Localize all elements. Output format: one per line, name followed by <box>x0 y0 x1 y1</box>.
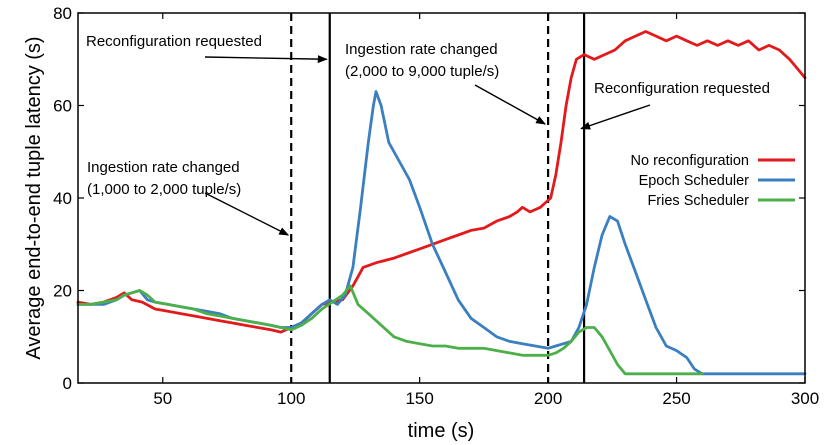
y-tick-label: 40 <box>53 189 72 208</box>
y-tick-label: 0 <box>63 374 72 393</box>
x-tick-label: 150 <box>405 389 433 408</box>
annotations: Reconfiguration requested Ingestion rate … <box>86 33 770 236</box>
y-tick-label: 80 <box>53 4 72 23</box>
legend-label: No reconfiguration <box>631 153 750 169</box>
annotation-arrow <box>580 104 651 130</box>
x-tick-label: 200 <box>534 389 562 408</box>
x-tick-label: 100 <box>277 389 305 408</box>
annotation-text: Reconfiguration requested <box>594 80 770 97</box>
annotation-text: Ingestion rate changed <box>345 41 498 58</box>
annotation-text: (1,000 to 2,000 tuple/s) <box>87 181 241 198</box>
annotation-arrow <box>204 55 328 64</box>
annotation-text: (2,000 to 9,000 tuple/s) <box>345 63 499 80</box>
annotation-arrow <box>204 192 290 236</box>
y-tick-label: 60 <box>53 97 72 116</box>
x-tick-label: 250 <box>662 389 690 408</box>
series-line <box>76 284 704 376</box>
annotation-text: Ingestion rate changed <box>87 159 240 176</box>
annotation-arrow <box>474 84 546 125</box>
y-axis-label: Average end-to-end tuple latency (s) <box>23 36 45 359</box>
x-axis-label: time (s) <box>408 420 475 442</box>
series-line <box>76 30 807 334</box>
legend: No reconfiguration Epoch Scheduler Fries S… <box>631 153 795 209</box>
x-tick-label: 300 <box>791 389 819 408</box>
axes: 50 100 150 200 250 300 0 20 40 60 80 <box>53 4 819 408</box>
series-lines <box>76 30 807 376</box>
reference-lines <box>290 13 586 383</box>
legend-label: Fries Scheduler <box>647 193 749 209</box>
legend-label: Epoch Scheduler <box>639 173 750 189</box>
annotation-text: Reconfiguration requested <box>86 33 262 50</box>
y-tick-label: 20 <box>53 282 72 301</box>
x-tick-label: 50 <box>153 389 172 408</box>
series-line <box>76 90 807 376</box>
